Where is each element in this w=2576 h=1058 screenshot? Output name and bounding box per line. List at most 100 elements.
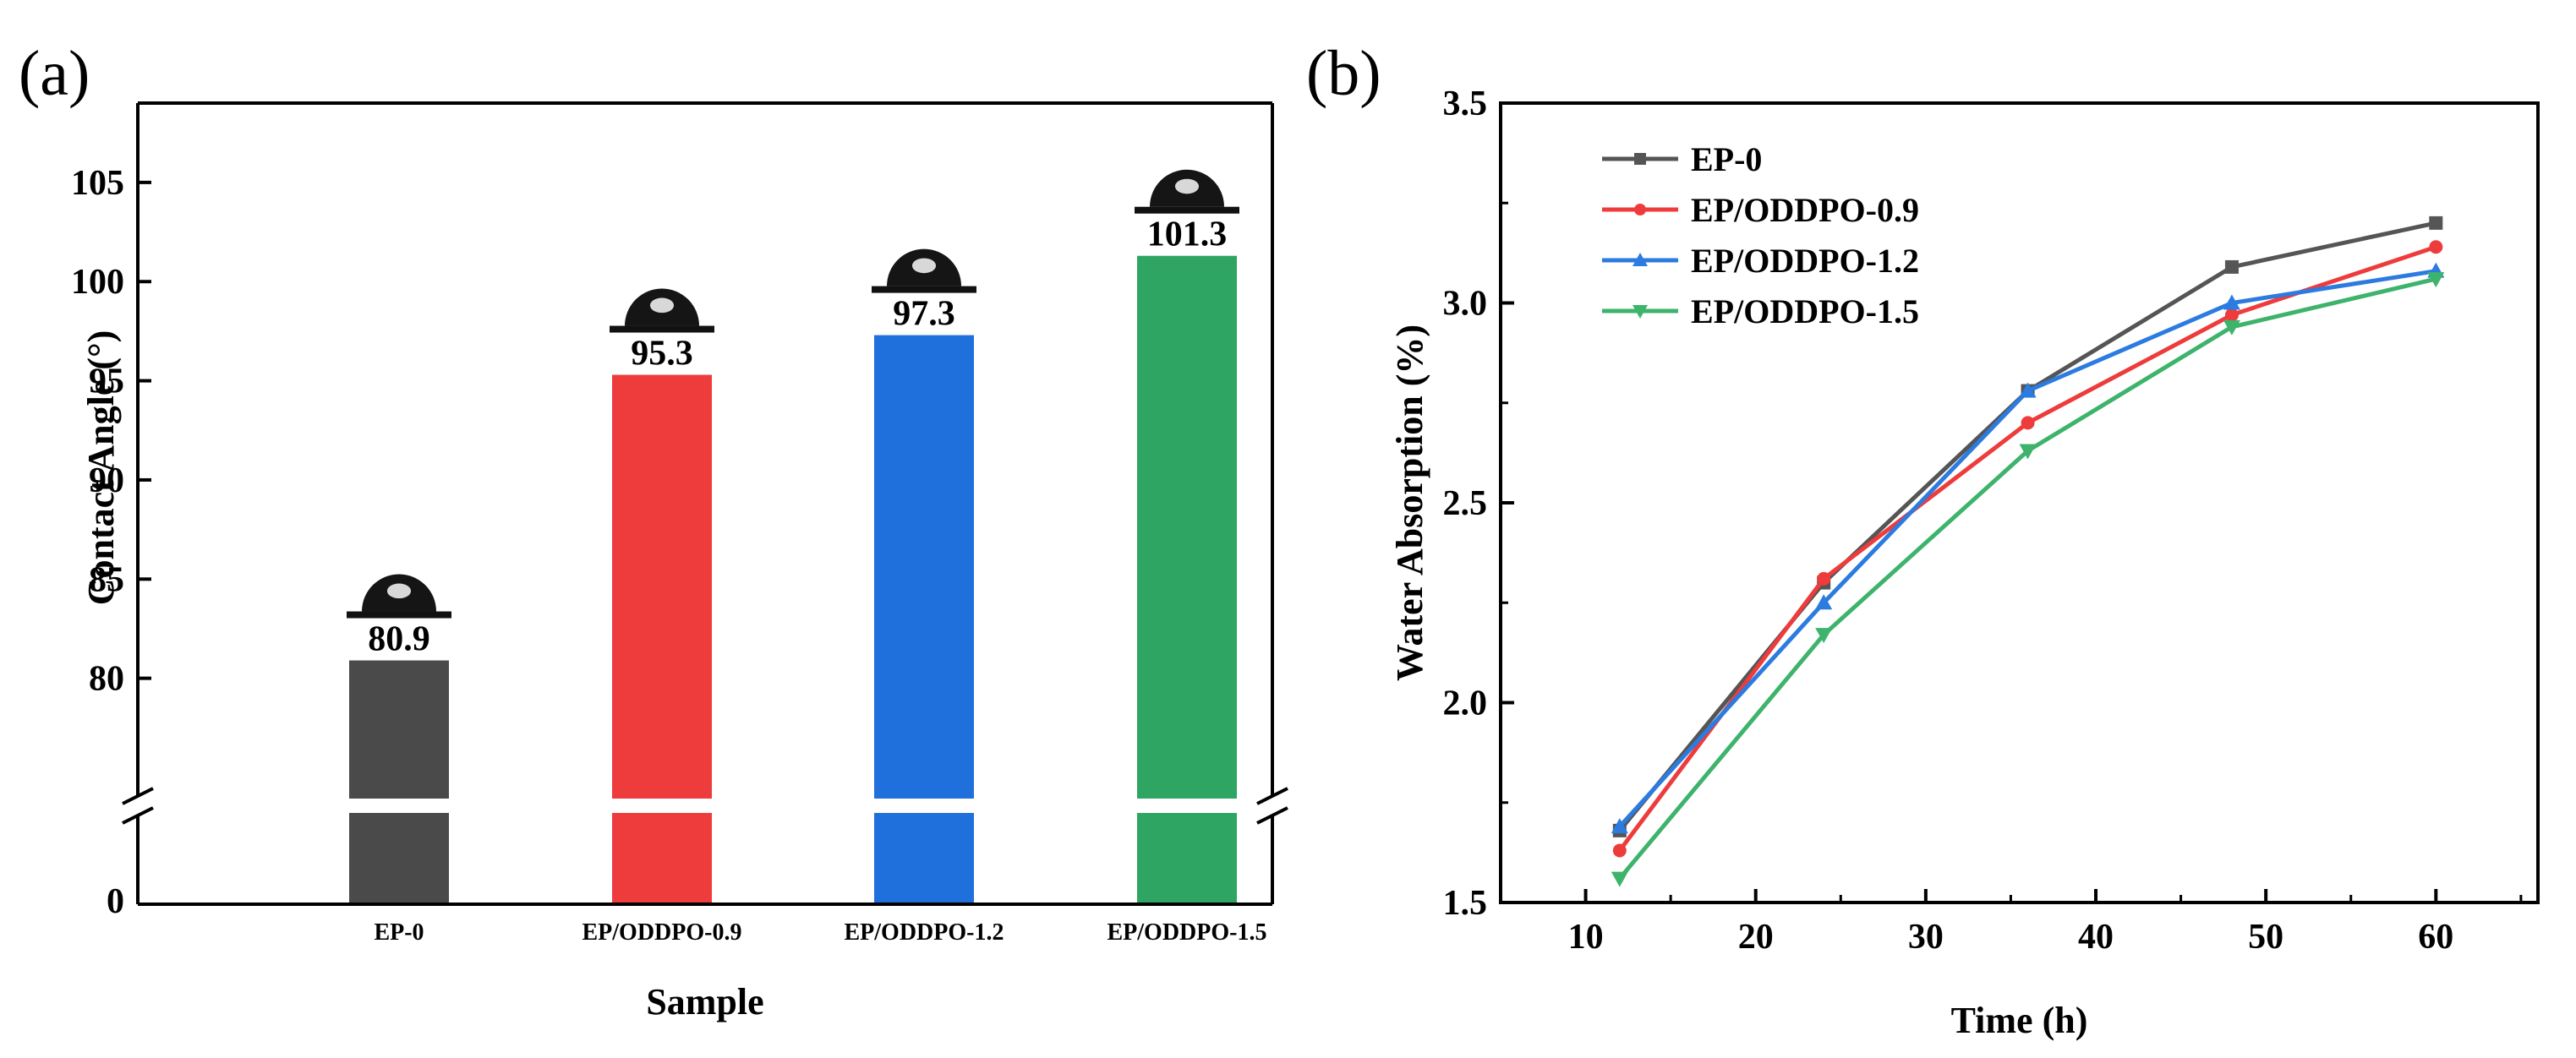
- series-line: [1617, 276, 2437, 881]
- data-point: [1612, 843, 1627, 858]
- droplet-substrate: [1135, 206, 1239, 214]
- x-tick-label: 10: [1568, 918, 1604, 957]
- y-axis-ticks: 1.5 2.0 2.5 3.0 3.5: [1443, 85, 1514, 923]
- x-tick-label: 50: [2248, 918, 2283, 957]
- series-ep-oddpo-1-5: [1611, 272, 2445, 887]
- x-tick-label: 20: [1738, 918, 1774, 957]
- droplet-substrate: [347, 611, 451, 619]
- x-tick-label: 40: [2078, 918, 2114, 957]
- data-point: [2224, 259, 2239, 274]
- legend-entry: EP/ODDPO-0.9: [1602, 191, 1919, 229]
- droplet-icon: [610, 288, 714, 333]
- y-tick-label: 80: [89, 660, 124, 699]
- plot-frame: [1499, 101, 2540, 904]
- y-tick-label: 2.5: [1443, 484, 1488, 523]
- series-line: [1617, 244, 2437, 853]
- droplet-highlight: [1174, 178, 1200, 194]
- bar-ep-oddpo-0-9: [612, 374, 712, 904]
- axis-break-mark: [122, 806, 154, 825]
- y-axis-title: Water Absorption (%): [1389, 324, 1430, 681]
- data-point: [1815, 628, 1833, 644]
- y-tick-label: 0: [107, 882, 124, 921]
- legend-label: EP/ODDPO-1.5: [1691, 292, 1919, 330]
- data-point: [2223, 319, 2240, 335]
- droplet-highlight: [386, 583, 412, 599]
- series-ep-oddpo-1-2: [1611, 262, 2445, 834]
- droplet-highlight: [649, 297, 675, 314]
- data-label: 97.3: [893, 295, 955, 334]
- x-tick-label: EP/ODDPO-1.5: [1108, 919, 1267, 946]
- y-tick-label: 3.0: [1443, 285, 1488, 324]
- data-point: [2427, 272, 2445, 288]
- series-line: [1617, 269, 2437, 828]
- x-axis-ticks: EP-0 EP/ODDPO-0.9 EP/ODDPO-1.2 EP/ODDPO-1.5: [374, 919, 1266, 946]
- bar-ep-0: [349, 660, 449, 904]
- x-tick-label: 30: [1908, 918, 1944, 957]
- data-point: [1634, 153, 1646, 165]
- x-tick-label: EP/ODDPO-0.9: [582, 919, 742, 946]
- legend-label: EP/ODDPO-1.2: [1691, 242, 1919, 280]
- data-point: [1611, 818, 1628, 834]
- bar-ep-oddpo-1-2: [874, 335, 974, 904]
- x-tick-label: EP/ODDPO-1.2: [845, 919, 1004, 946]
- legend: EP-0 EP/ODDPO-0.9 EP/ODDPO-1.2 EP/ODDPO-1.5: [1602, 140, 1919, 330]
- axis-break-mark: [1256, 787, 1288, 805]
- legend-entry: EP/ODDPO-1.2: [1602, 242, 1919, 280]
- data-label: 101.3: [1147, 215, 1228, 254]
- droplet-highlight: [911, 258, 937, 274]
- droplet-icon: [1135, 169, 1239, 214]
- y-tick-label: 1.5: [1443, 884, 1488, 923]
- data-point: [2429, 215, 2443, 230]
- data-point: [2021, 416, 2035, 430]
- y-tick-label: 90: [89, 461, 124, 500]
- data-point: [1633, 305, 1648, 319]
- y-tick-label: 105: [71, 164, 124, 203]
- data-point: [2019, 382, 2037, 398]
- droplet-images: [347, 169, 1239, 619]
- data-point: [1634, 204, 1646, 215]
- droplet-substrate: [872, 286, 976, 293]
- y-axis-ticks: 80 85 90 95 100 105 0: [71, 164, 151, 921]
- y-tick-label: 100: [71, 263, 124, 302]
- data-point: [1815, 594, 1833, 610]
- y-axis-title: Contact Angle (°): [80, 330, 122, 606]
- legend-label: EP-0: [1691, 140, 1762, 178]
- bar-series: [139, 255, 1271, 905]
- line-series: [1611, 215, 2445, 887]
- x-axis-ticks: 10 20 30 40 50 60: [1568, 889, 2523, 957]
- y-tick-label: 3.5: [1443, 85, 1488, 123]
- legend-label: EP/ODDPO-0.9: [1691, 191, 1919, 229]
- axis-break-band: [139, 799, 1271, 813]
- legend-entry: EP-0: [1602, 140, 1762, 178]
- legend-entry: EP/ODDPO-1.5: [1602, 292, 1919, 330]
- contact-angle-bar-chart: 80 85 90 95 100 105 0 EP-0 EP/ODDPO-0.9 EP/ODDPO…: [71, 101, 1288, 1023]
- x-axis-title: Time (h): [1951, 1000, 2088, 1041]
- data-point: [1633, 253, 1648, 266]
- axes-frame: [122, 101, 1288, 906]
- data-point: [2224, 308, 2239, 322]
- y-tick-label: 95: [89, 363, 124, 401]
- series-ep-oddpo-0-9: [1612, 240, 2443, 858]
- data-label: 80.9: [368, 620, 430, 659]
- axes-frame: [1499, 101, 2540, 904]
- bar-ep-oddpo-1-5: [1137, 255, 1237, 905]
- water-absorption-line-chart: 1.5 2.0 2.5 3.0 3.5 10 20 30 40 50 60 EP-0 EP/ODDP…: [1389, 85, 2540, 1041]
- data-labels: 80.9 95.3 97.3 101.3: [368, 215, 1227, 659]
- x-tick-label: EP-0: [374, 919, 424, 946]
- axis-break-mark: [1256, 806, 1288, 825]
- panel-b-label: (b): [1306, 38, 1381, 109]
- data-label: 95.3: [631, 335, 693, 374]
- droplet-icon: [872, 248, 976, 293]
- data-point: [2223, 294, 2240, 310]
- y-tick-label: 85: [89, 560, 124, 599]
- panel-a-label: (a): [19, 38, 90, 109]
- data-point: [1817, 571, 1831, 586]
- x-axis-title: Sample: [646, 981, 763, 1023]
- y-tick-label: 2.0: [1443, 684, 1488, 723]
- data-point: [2019, 444, 2037, 460]
- axis-break-mark: [122, 787, 154, 805]
- x-tick-label: 60: [2418, 918, 2453, 957]
- droplet-icon: [347, 574, 451, 619]
- data-point: [2429, 240, 2443, 254]
